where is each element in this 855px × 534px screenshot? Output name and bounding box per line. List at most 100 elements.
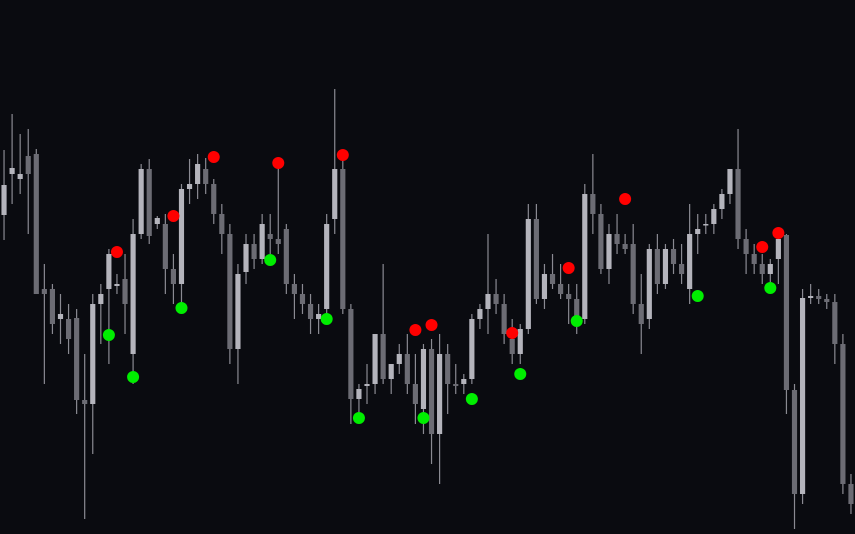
candle-body — [606, 234, 612, 269]
candle-body — [307, 304, 314, 319]
signal-dot — [756, 241, 769, 253]
candle-body — [404, 354, 410, 384]
candle-body — [453, 384, 459, 386]
candle-body — [275, 239, 281, 244]
signal-dot — [320, 313, 333, 325]
signal-dot — [425, 319, 438, 331]
candle-body — [324, 224, 330, 309]
candle-body — [662, 249, 669, 284]
candle-body — [33, 154, 39, 294]
candle-body — [574, 299, 580, 324]
candle-body — [122, 279, 128, 304]
candle-body — [114, 284, 120, 286]
candle-body — [566, 294, 572, 299]
candle-body — [525, 219, 531, 329]
candle-body — [767, 264, 773, 274]
candle-body — [816, 296, 822, 299]
candle-body — [235, 274, 241, 349]
candle-body — [195, 164, 201, 184]
candle-body — [299, 294, 306, 304]
candle-body — [501, 304, 507, 334]
candle-body — [332, 169, 338, 219]
signal-dot — [772, 227, 785, 239]
candle-body — [138, 169, 144, 234]
candle-body — [848, 484, 854, 504]
signal-dot — [175, 302, 188, 314]
candle-body — [687, 234, 693, 289]
candle-body — [735, 169, 741, 239]
signal-dot — [465, 393, 478, 405]
candle-body — [25, 156, 31, 174]
candle-body — [146, 169, 152, 236]
signal-dot — [272, 157, 285, 169]
candle-body — [719, 194, 725, 209]
candle-body — [251, 244, 257, 259]
candle-body — [711, 209, 717, 224]
candle-body — [461, 379, 467, 384]
candle-body — [622, 244, 628, 249]
candle-body — [356, 389, 362, 399]
candle-body — [203, 169, 209, 184]
candle-body — [799, 298, 806, 494]
candle-body — [348, 309, 354, 399]
candle-body — [170, 269, 177, 284]
candle-body — [751, 254, 757, 264]
signal-dot — [409, 324, 422, 336]
signal-dot — [352, 412, 365, 424]
candle-body — [243, 244, 249, 272]
candle-body — [130, 234, 136, 354]
candle-body — [9, 168, 15, 174]
candle-body — [791, 390, 798, 494]
candle-body — [227, 234, 233, 349]
candle-body — [420, 349, 427, 409]
candle-body — [162, 224, 168, 269]
candle-body — [82, 400, 88, 404]
candle-body — [57, 314, 64, 319]
signal-dot — [264, 254, 277, 266]
candle-body — [517, 329, 523, 354]
candle-body — [291, 284, 297, 294]
signal-dot — [764, 282, 777, 294]
candle-body — [412, 384, 418, 404]
candle-body — [646, 249, 652, 319]
candle-body — [178, 189, 185, 284]
candle-body — [670, 249, 677, 264]
candle-body — [154, 218, 160, 224]
signal-dot — [514, 368, 527, 380]
candle-body — [1, 185, 7, 215]
candle-body — [638, 304, 644, 324]
candle-body — [485, 294, 491, 309]
signal-dot — [167, 210, 180, 222]
candle-body — [590, 194, 596, 214]
candle-body — [840, 344, 846, 484]
candle-body — [695, 229, 701, 234]
signal-dot — [562, 262, 575, 274]
signal-dot — [336, 149, 349, 161]
candle-body — [727, 169, 733, 194]
candle-body — [396, 354, 402, 364]
candle-body — [824, 299, 830, 302]
signal-dot — [691, 290, 704, 302]
candle-body — [477, 309, 483, 319]
candle-body — [340, 169, 346, 309]
candle-body — [17, 174, 23, 179]
candle-body — [372, 334, 378, 384]
signal-dot — [570, 315, 583, 327]
candle-body — [558, 284, 564, 294]
candle-body — [654, 249, 660, 284]
candle-body — [219, 214, 225, 234]
candle-body — [533, 219, 539, 299]
candle-body — [445, 354, 451, 384]
candle-body — [428, 349, 435, 434]
candle-body — [703, 224, 709, 226]
candle-body — [90, 304, 96, 404]
candle-body — [211, 184, 217, 214]
candle-body — [598, 214, 604, 269]
candle-body — [541, 274, 548, 299]
candle-body — [267, 234, 273, 239]
candle-body — [808, 296, 814, 298]
signal-dot — [127, 371, 140, 383]
candle-body — [364, 384, 370, 386]
candle-body — [759, 264, 765, 274]
